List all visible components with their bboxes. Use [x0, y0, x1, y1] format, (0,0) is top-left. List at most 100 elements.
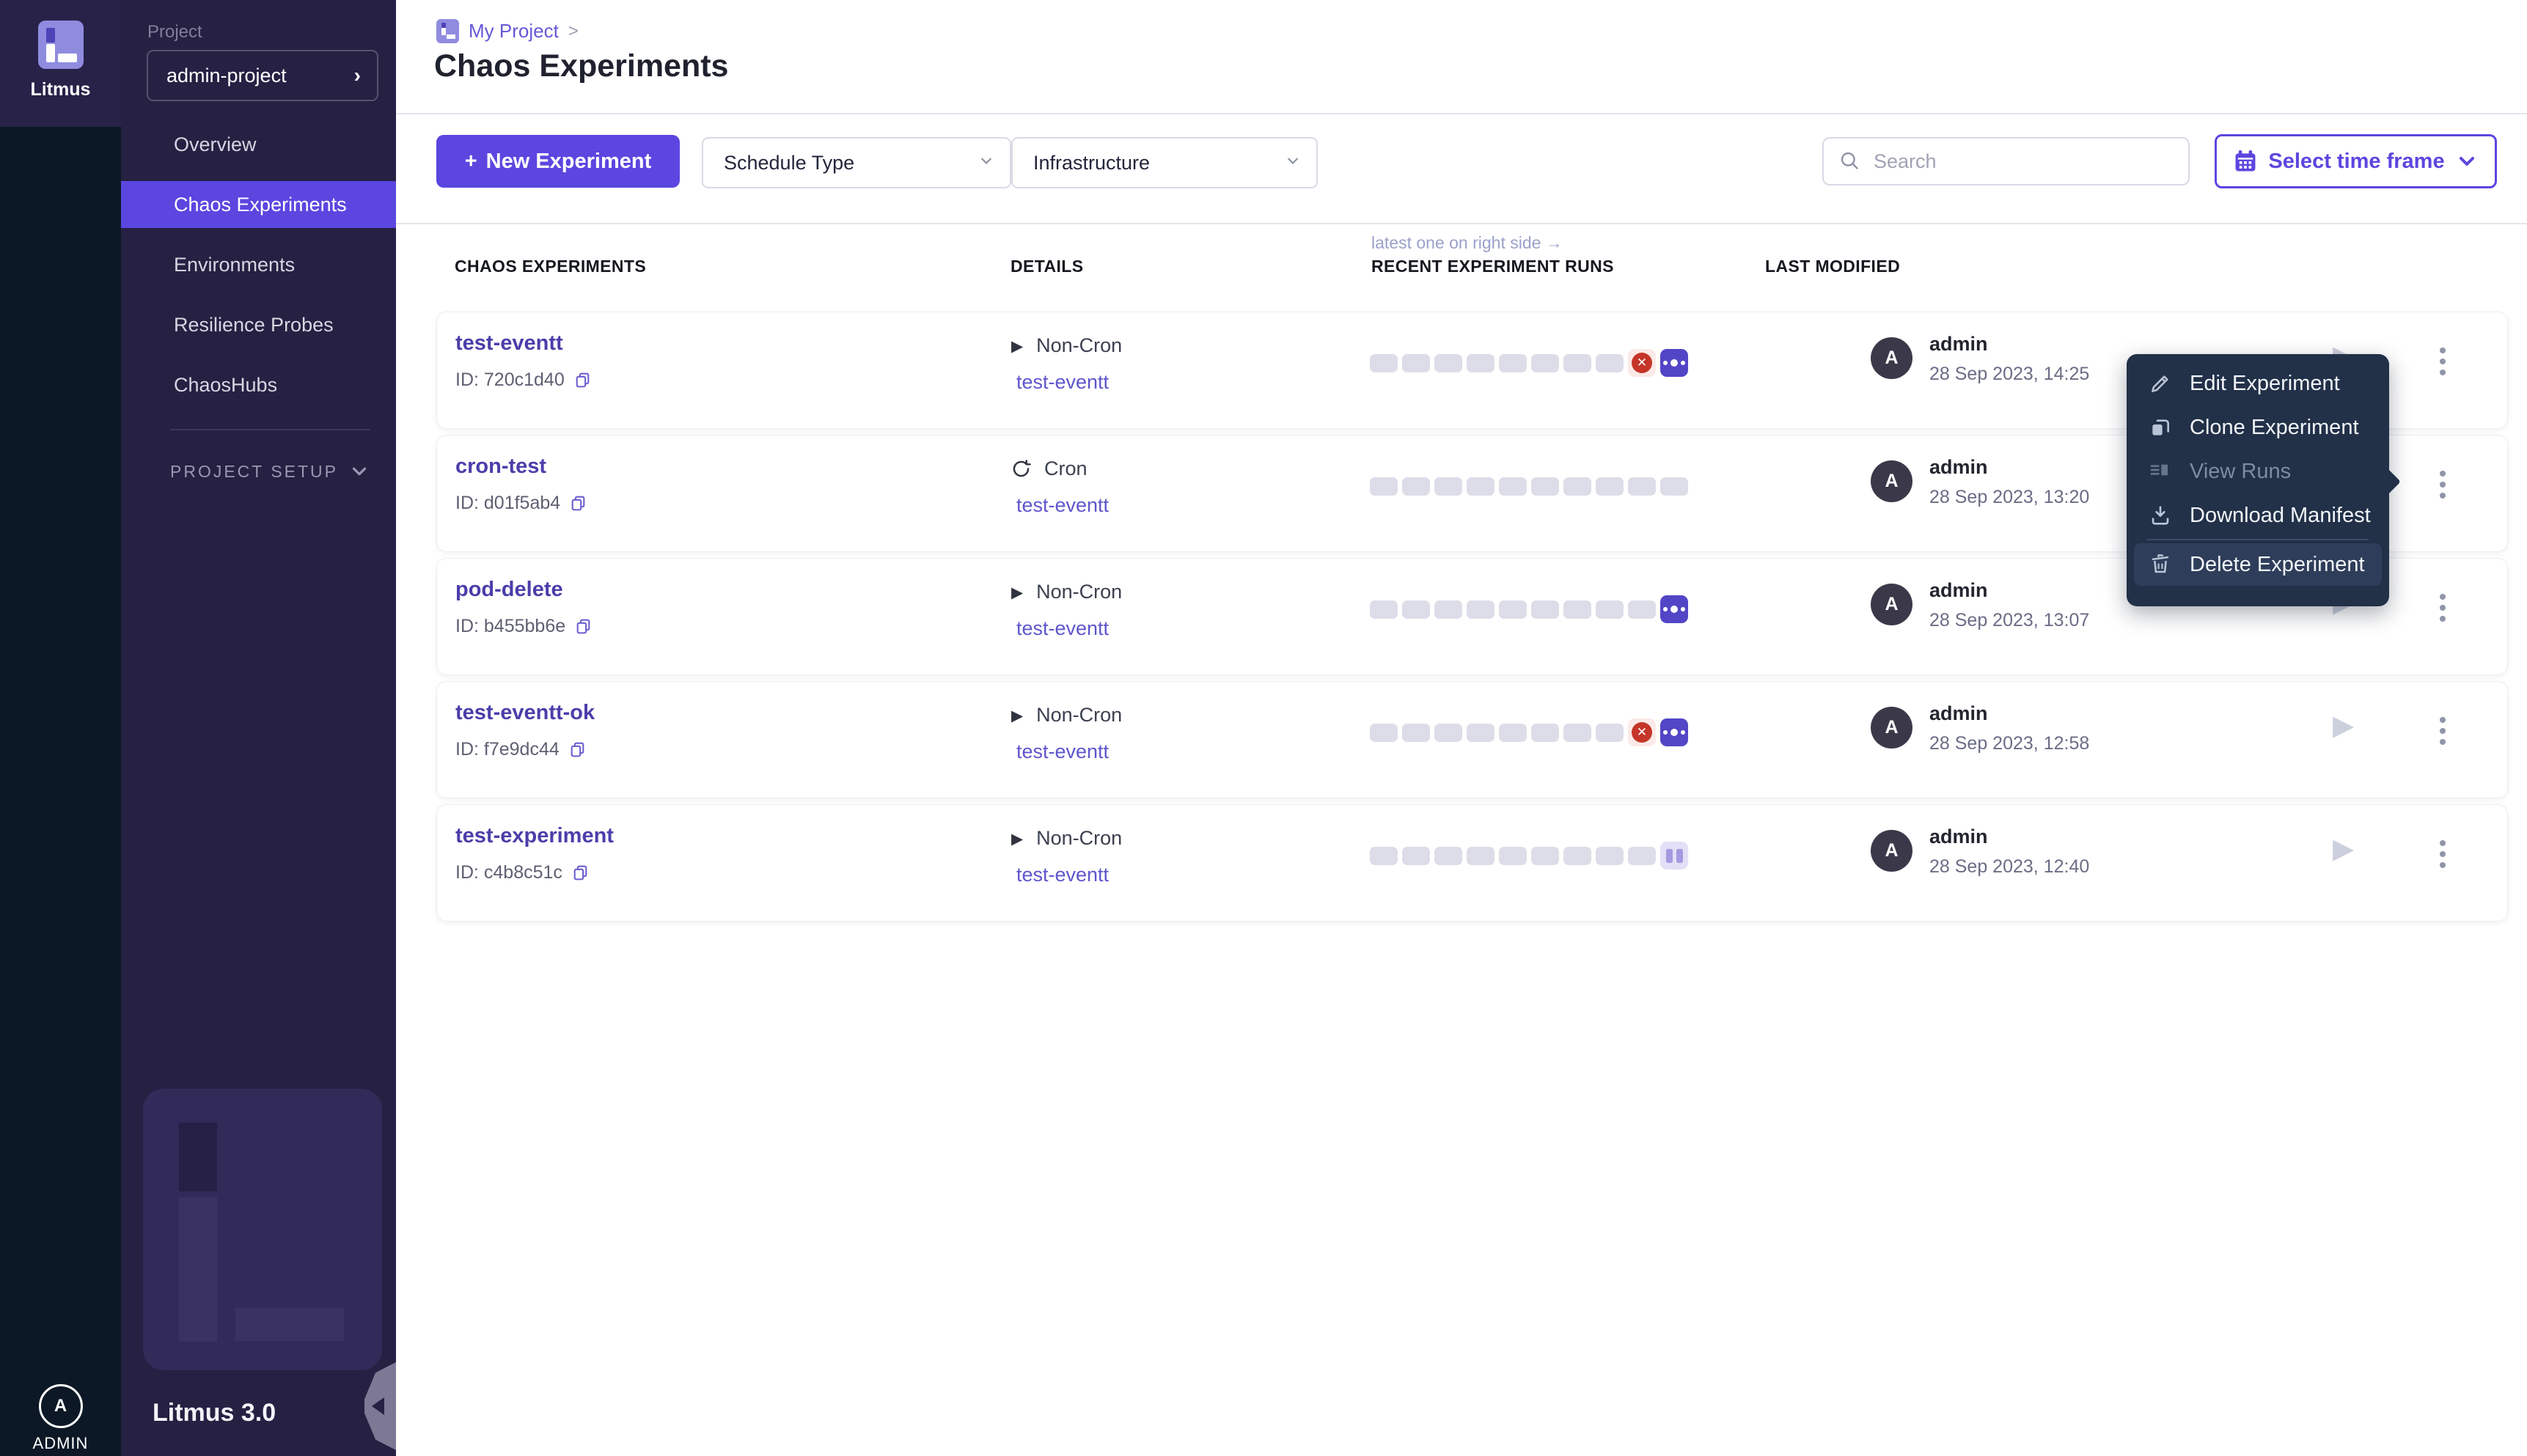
sidebar-item-environments[interactable]: Environments — [174, 253, 296, 276]
run-pill[interactable] — [1402, 846, 1430, 865]
user-avatar[interactable]: A — [38, 1384, 83, 1428]
run-pill[interactable] — [1563, 600, 1591, 619]
run-pill[interactable] — [1499, 723, 1527, 742]
run-pill[interactable] — [1434, 353, 1462, 372]
sidebar-collapse-handle[interactable] — [364, 1362, 396, 1450]
copy-icon[interactable] — [571, 864, 590, 882]
run-badge-paused[interactable] — [1660, 842, 1688, 869]
schedule-type: ▶ Non-Cron — [1011, 581, 1122, 603]
menu-item-edit-experiment[interactable]: Edit Experiment — [2127, 361, 2389, 405]
run-pill[interactable] — [1370, 600, 1398, 619]
run-pill[interactable] — [1467, 353, 1494, 372]
run-pill[interactable] — [1628, 846, 1656, 865]
run-pill[interactable] — [1596, 723, 1624, 742]
run-experiment-button[interactable]: ▶ — [2333, 709, 2355, 741]
sidebar-item-chaos-experiments[interactable]: Chaos Experiments — [121, 181, 396, 228]
run-pill[interactable] — [1499, 353, 1527, 372]
new-experiment-button[interactable]: + New Experiment — [436, 135, 680, 188]
search-input[interactable] — [1872, 149, 2154, 174]
run-pill[interactable] — [1467, 600, 1494, 619]
run-pill[interactable] — [1499, 846, 1527, 865]
run-pill[interactable] — [1499, 600, 1527, 619]
experiment-name-link[interactable]: pod-delete — [455, 578, 563, 601]
sidebar-item-overview[interactable]: Overview — [174, 133, 257, 155]
run-experiment-button[interactable]: ▶ — [2333, 832, 2355, 864]
project-select[interactable]: admin-project › — [147, 50, 378, 101]
run-pill[interactable] — [1402, 353, 1430, 372]
column-header-runs: RECENT EXPERIMENT RUNS — [1371, 257, 1614, 276]
run-pill[interactable] — [1467, 477, 1494, 496]
run-pill[interactable] — [1434, 723, 1462, 742]
copy-icon[interactable] — [568, 740, 587, 759]
kebab-menu-button[interactable] — [2435, 836, 2450, 872]
experiment-name-link[interactable]: test-eventt-ok — [455, 701, 595, 724]
download-icon — [2149, 504, 2172, 527]
run-pill[interactable] — [1434, 477, 1462, 496]
sidebar-item-project-setup[interactable]: PROJECT SETUP — [170, 460, 370, 482]
litmus-logo-icon — [38, 21, 84, 69]
menu-item-clone-experiment[interactable]: Clone Experiment — [2127, 405, 2389, 449]
run-pill[interactable] — [1531, 477, 1559, 496]
column-header-experiments: CHAOS EXPERIMENTS — [455, 257, 647, 276]
run-pill[interactable] — [1563, 477, 1591, 496]
run-pill[interactable] — [1563, 723, 1591, 742]
menu-item-delete-experiment[interactable]: Delete Experiment — [2134, 543, 2382, 586]
kebab-menu-button[interactable] — [2435, 466, 2450, 503]
run-pill[interactable] — [1531, 723, 1559, 742]
run-badge-running[interactable] — [1660, 349, 1688, 377]
run-badge-failed[interactable]: ✕ — [1628, 349, 1656, 377]
run-pill[interactable] — [1402, 600, 1430, 619]
run-pill[interactable] — [1370, 846, 1398, 865]
infrastructure-link[interactable]: test-eventt — [1016, 617, 1110, 639]
experiment-name-link[interactable]: test-experiment — [455, 824, 614, 848]
copy-icon[interactable] — [569, 494, 587, 512]
menu-item-download-manifest[interactable]: Download Manifest — [2127, 493, 2389, 537]
run-pill[interactable] — [1370, 723, 1398, 742]
run-pill[interactable] — [1628, 477, 1656, 496]
run-pill[interactable] — [1596, 600, 1624, 619]
run-pill[interactable] — [1434, 600, 1462, 619]
run-pill[interactable] — [1596, 477, 1624, 496]
run-pill[interactable] — [1467, 846, 1494, 865]
infrastructure-link[interactable]: test-eventt — [1016, 864, 1110, 886]
run-pill[interactable] — [1370, 477, 1398, 496]
breadcrumb-link-my-project[interactable]: My Project — [469, 20, 559, 42]
run-pill[interactable] — [1660, 477, 1688, 496]
select-time-frame-button[interactable]: Select time frame — [2215, 134, 2497, 188]
run-pill[interactable] — [1467, 723, 1494, 742]
chevron-right-icon: › — [353, 64, 361, 87]
run-pill[interactable] — [1563, 353, 1591, 372]
run-pill[interactable] — [1370, 353, 1398, 372]
sidebar: Project admin-project › Overview Chaos Ex… — [121, 0, 396, 1456]
run-pill[interactable] — [1499, 477, 1527, 496]
infrastructure-select[interactable]: Infrastructure — [1011, 137, 1318, 188]
sidebar-item-chaoshubs[interactable]: ChaosHubs — [174, 373, 278, 396]
user-menu[interactable]: A ADMIN — [0, 1384, 121, 1453]
run-pill[interactable] — [1402, 477, 1430, 496]
run-pill[interactable] — [1402, 723, 1430, 742]
infrastructure-link[interactable]: test-eventt — [1016, 740, 1110, 762]
infrastructure-link[interactable]: test-eventt — [1016, 371, 1110, 393]
schedule-type-select[interactable]: Schedule Type — [702, 137, 1011, 188]
sidebar-item-resilience-probes[interactable]: Resilience Probes — [174, 313, 334, 336]
experiment-name-link[interactable]: cron-test — [455, 455, 547, 478]
run-pill[interactable] — [1531, 600, 1559, 619]
infrastructure-link[interactable]: test-eventt — [1016, 494, 1110, 516]
copy-icon[interactable] — [573, 371, 592, 389]
copy-icon[interactable] — [574, 617, 593, 636]
run-pill[interactable] — [1531, 353, 1559, 372]
run-badge-failed[interactable]: ✕ — [1628, 718, 1656, 746]
experiment-name-link[interactable]: test-eventt — [455, 331, 563, 355]
run-pill[interactable] — [1563, 846, 1591, 865]
run-pill[interactable] — [1628, 600, 1656, 619]
run-pill[interactable] — [1596, 353, 1624, 372]
kebab-menu-button[interactable] — [2435, 713, 2450, 749]
run-badge-running[interactable] — [1660, 595, 1688, 623]
run-pill[interactable] — [1434, 846, 1462, 865]
run-badge-running[interactable] — [1660, 718, 1688, 746]
kebab-menu-button[interactable] — [2435, 343, 2450, 380]
run-pill[interactable] — [1596, 846, 1624, 865]
run-pill[interactable] — [1531, 846, 1559, 865]
kebab-menu-button[interactable] — [2435, 589, 2450, 626]
